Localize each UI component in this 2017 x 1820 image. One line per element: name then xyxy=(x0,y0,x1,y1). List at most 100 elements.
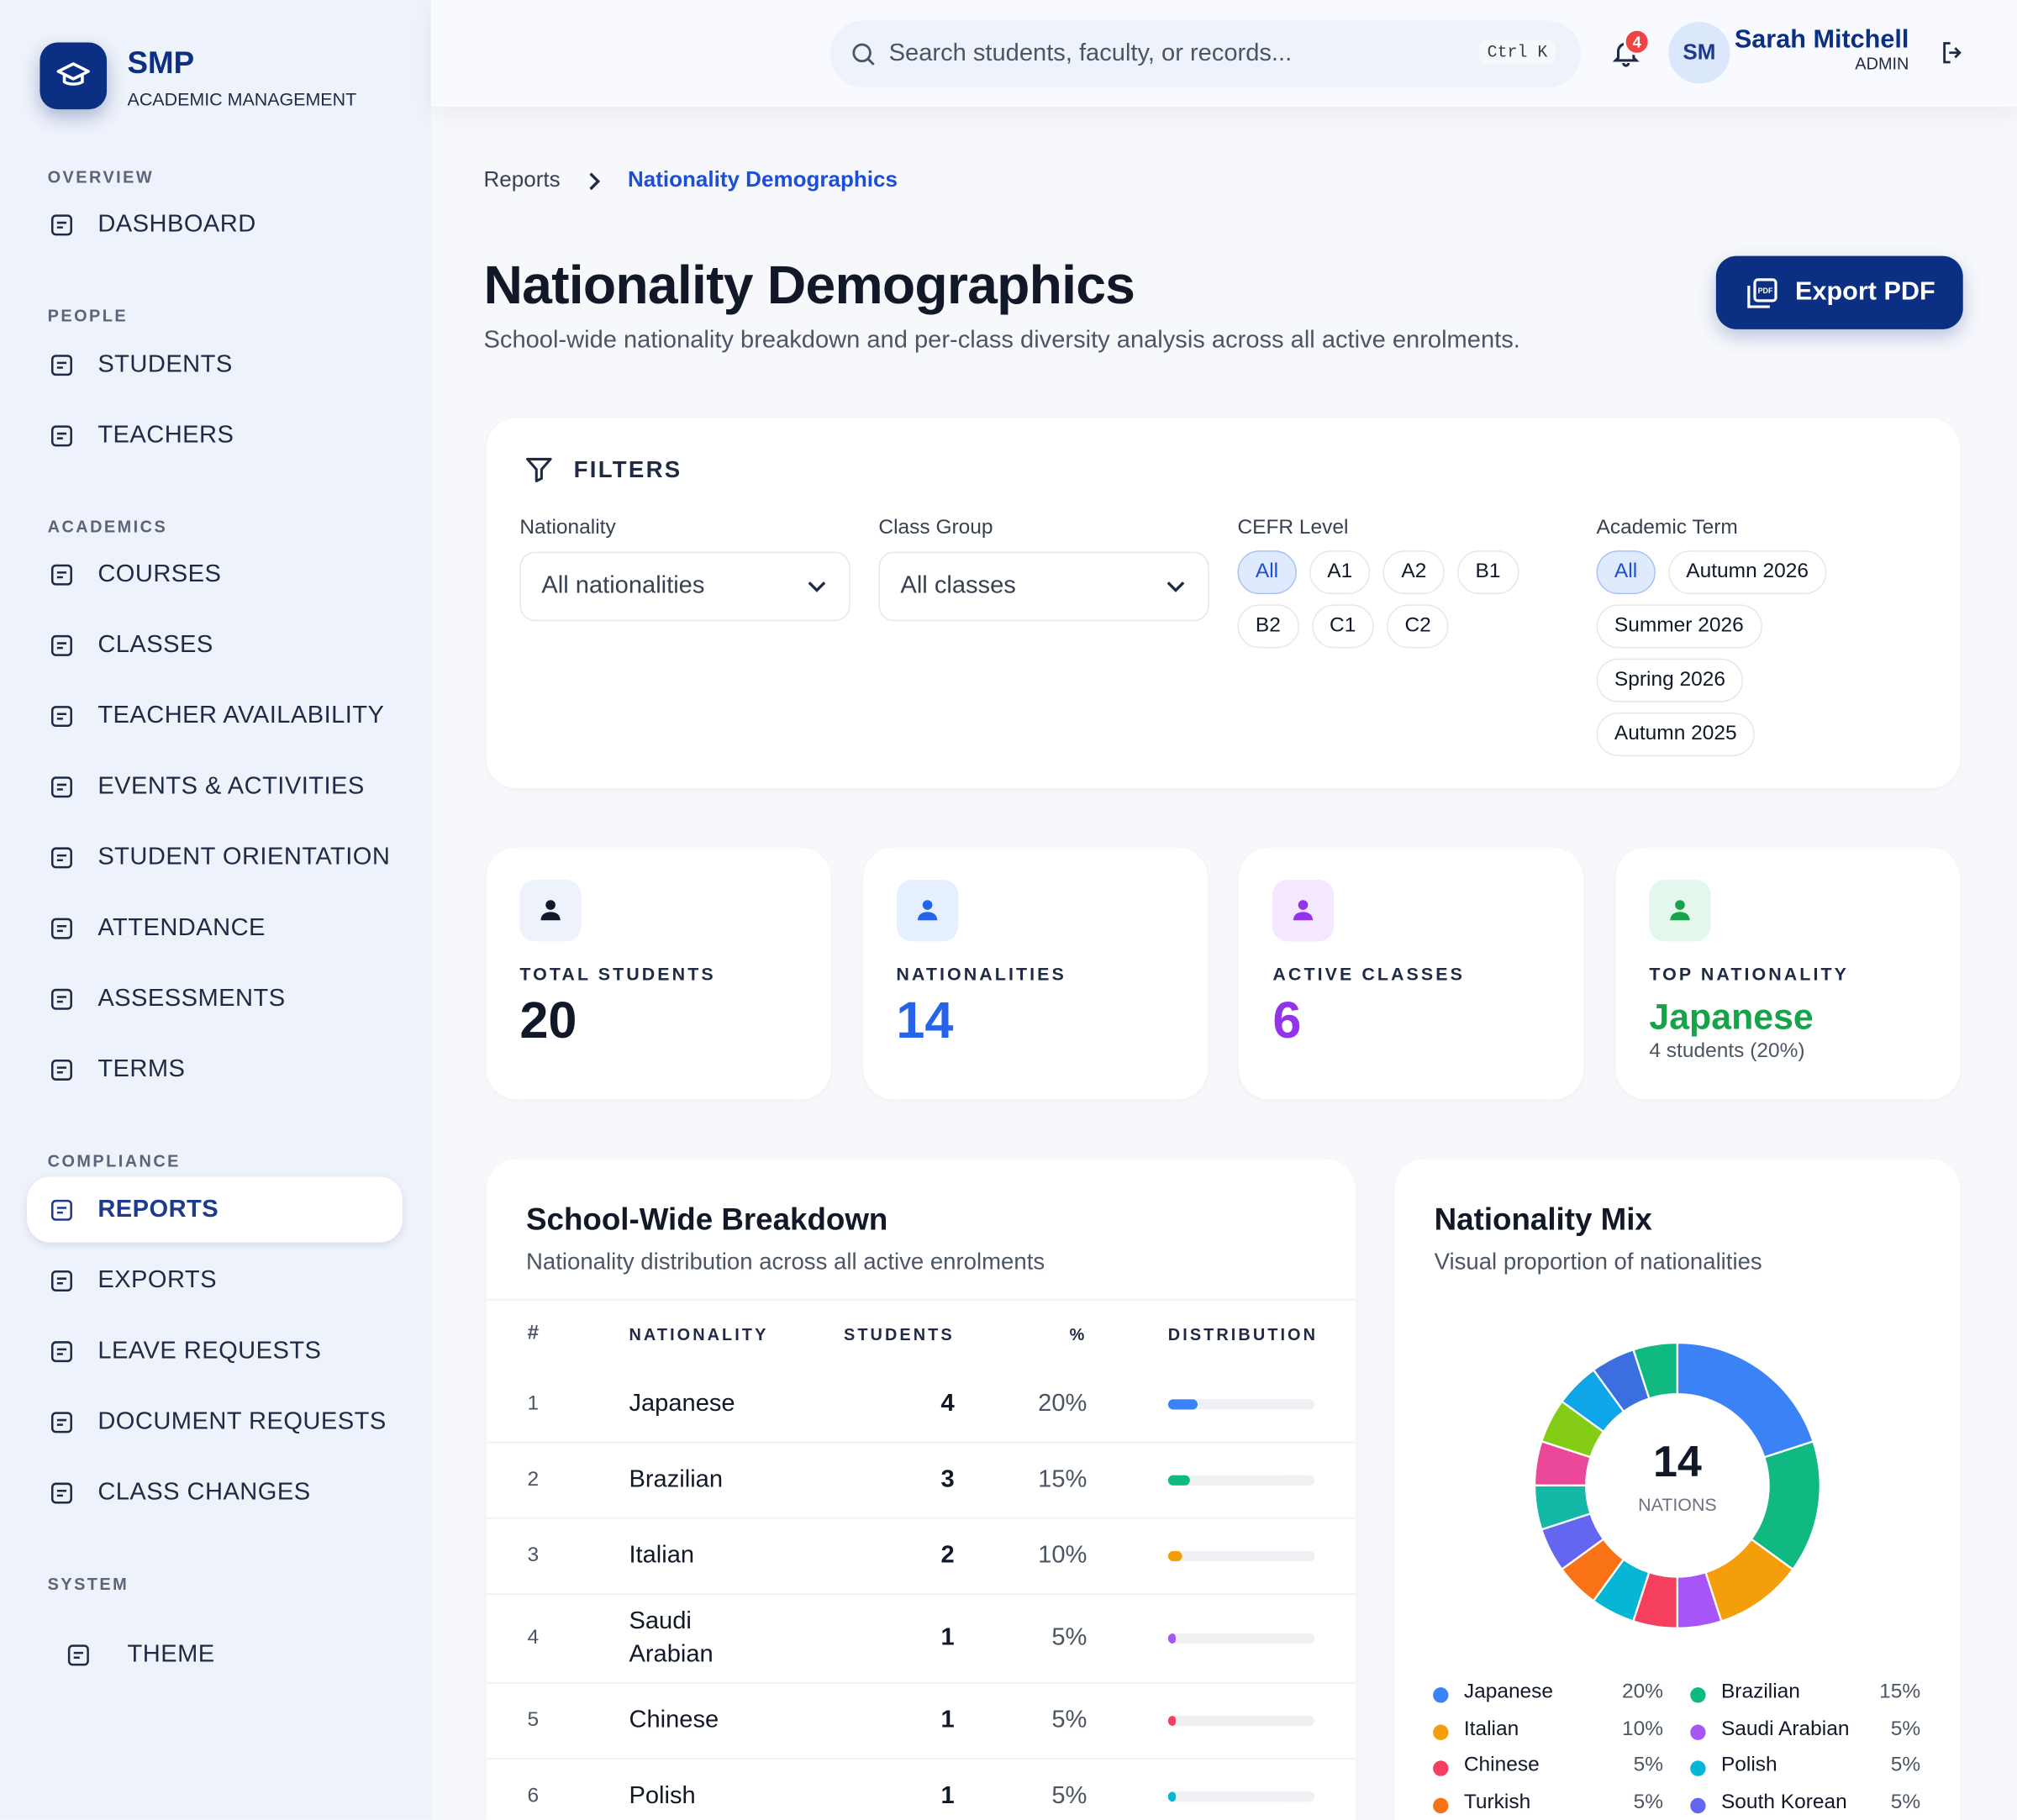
term-chips: All Autumn 2026 Summer 2026 Spring 2026 Autu… xyxy=(1596,550,1853,756)
students: 1 xyxy=(940,1707,955,1734)
column-header: NATIONALITY xyxy=(629,1323,769,1344)
filter-chip[interactable]: Autumn 2026 xyxy=(1667,550,1827,595)
legend-label: Polish xyxy=(1720,1754,1777,1777)
nav-item[interactable]: COURSES xyxy=(0,539,431,610)
export-button[interactable]: PDF Export PDF xyxy=(1715,255,1963,329)
stat-icon xyxy=(896,879,958,942)
legend-value: 15% xyxy=(1879,1681,1921,1703)
bar xyxy=(1167,1399,1198,1410)
search-shortcut: Ctrl K xyxy=(1479,39,1556,65)
bar xyxy=(1167,1633,1176,1644)
nav-label: DASHBOARD xyxy=(97,211,256,239)
nav-item[interactable]: STUDENTS xyxy=(0,329,431,400)
nav-item[interactable]: CLASS CHANGES xyxy=(0,1457,431,1528)
filter-label: Academic Term xyxy=(1596,517,1738,539)
stat-value: 20 xyxy=(519,992,577,1049)
logout[interactable] xyxy=(1939,39,1967,67)
percent: 20% xyxy=(1038,1390,1087,1418)
rank: 2 xyxy=(527,1468,540,1491)
filters-card xyxy=(486,418,1961,789)
filter-chip[interactable]: B1 xyxy=(1457,550,1519,595)
select-value: All classes xyxy=(900,572,1016,600)
card-title: Nationality Mix xyxy=(1434,1202,1652,1238)
nav-item[interactable]: THEME xyxy=(0,1620,431,1691)
nav-item[interactable]: TEACHER AVAILABILITY xyxy=(0,681,431,751)
nav-item[interactable]: ASSESSMENTS xyxy=(0,964,431,1034)
filter-chip[interactable]: Autumn 2025 xyxy=(1596,712,1756,756)
nationality: Chinese xyxy=(629,1707,719,1734)
nav-label: COURSES xyxy=(97,560,222,588)
legend-label: Japanese xyxy=(1463,1681,1554,1703)
nav-item[interactable]: LEAVE REQUESTS xyxy=(0,1316,431,1386)
nav-item[interactable]: DASHBOARD xyxy=(0,190,431,260)
nav-label: EXPORTS xyxy=(97,1265,218,1294)
nav-label: ATTENDANCE xyxy=(97,914,266,942)
logo[interactable] xyxy=(39,42,108,110)
filter-chip[interactable]: C1 xyxy=(1311,604,1374,649)
mix-card: Nationality Mix Visual proportion of nat… xyxy=(1394,1159,1961,1820)
search-box[interactable]: Search students, faculty, or records... … xyxy=(829,20,1582,88)
legend-label: Brazilian xyxy=(1720,1681,1800,1703)
nationality-select[interactable]: All nationalities xyxy=(519,551,851,622)
filter-chip[interactable]: Spring 2026 xyxy=(1596,658,1744,702)
nav-icon xyxy=(50,564,72,586)
breadcrumb-current: Nationality Demographics xyxy=(627,166,898,192)
rank: 3 xyxy=(527,1544,540,1567)
nav-item[interactable]: TERMS xyxy=(0,1034,431,1105)
filter-chip[interactable]: A2 xyxy=(1382,550,1445,595)
nav-item[interactable]: STUDENT ORIENTATION xyxy=(0,823,431,893)
donut-segment xyxy=(1676,1570,1723,1629)
stat-value: 6 xyxy=(1272,992,1302,1049)
filter-chip[interactable]: All xyxy=(1237,550,1297,595)
legend-dot xyxy=(1433,1724,1449,1740)
nav-label: TERMS xyxy=(97,1055,186,1083)
table-row: 6 Polish 1 5% xyxy=(487,1760,1356,1820)
filter-label: Class Group xyxy=(878,517,993,539)
donut-segment xyxy=(1592,1348,1651,1413)
percent: 5% xyxy=(1051,1624,1087,1652)
legend-value: 5% xyxy=(1890,1754,1921,1777)
nav-icon xyxy=(50,1340,72,1362)
card-subtitle: Nationality distribution across all acti… xyxy=(526,1249,1045,1275)
card-subtitle: Visual proportion of nationalities xyxy=(1434,1249,1762,1275)
donut-center-label: NATIONS xyxy=(1638,1495,1717,1515)
filter-chip[interactable]: A1 xyxy=(1309,550,1371,595)
percent: 5% xyxy=(1051,1707,1087,1734)
nav-item[interactable]: TEACHERS xyxy=(0,400,431,471)
stat-icon xyxy=(519,879,582,942)
nav-section: PEOPLE xyxy=(47,306,129,326)
donut-segment xyxy=(1540,1512,1605,1571)
nav-icon xyxy=(50,634,72,656)
rank: 5 xyxy=(527,1709,540,1732)
class-group-select[interactable]: All classes xyxy=(878,551,1209,622)
filter-label: CEFR Level xyxy=(1237,517,1349,539)
nav-item[interactable]: REPORTS xyxy=(0,1174,431,1244)
nav-item[interactable]: CLASSES xyxy=(0,610,431,681)
avatar[interactable]: SM xyxy=(1668,22,1730,84)
nav-item[interactable]: ATTENDANCE xyxy=(0,893,431,964)
nationality: Polish xyxy=(629,1782,696,1810)
bar xyxy=(1167,1791,1176,1802)
nav-item[interactable]: DOCUMENT REQUESTS xyxy=(0,1386,431,1457)
stat-label: NATIONALITIES xyxy=(896,963,1066,984)
nav-label: LEAVE REQUESTS xyxy=(97,1337,322,1365)
bar-track xyxy=(1167,1475,1315,1486)
filter-chip[interactable]: Summer 2026 xyxy=(1596,604,1762,649)
column-header: DISTRIBUTION xyxy=(1167,1323,1319,1344)
page-title: Nationality Demographics xyxy=(483,255,1135,315)
nav-label: CLASS CHANGES xyxy=(97,1478,311,1506)
nav-item[interactable]: EVENTS & ACTIVITIES xyxy=(0,752,431,823)
nav-item[interactable]: EXPORTS xyxy=(0,1245,431,1316)
filter-chip[interactable]: C2 xyxy=(1387,604,1450,649)
nav-icon xyxy=(50,1481,72,1503)
bar-track xyxy=(1167,1633,1315,1644)
legend-label: Chinese xyxy=(1463,1754,1540,1777)
rank: 6 xyxy=(527,1785,540,1807)
breadcrumb[interactable]: Reports xyxy=(483,166,561,192)
donut-segment xyxy=(1533,1484,1593,1531)
bar xyxy=(1167,1550,1183,1562)
filter-chip[interactable]: All xyxy=(1596,550,1656,595)
filter-chip[interactable]: B2 xyxy=(1237,604,1299,649)
donut-segment xyxy=(1560,1538,1625,1602)
